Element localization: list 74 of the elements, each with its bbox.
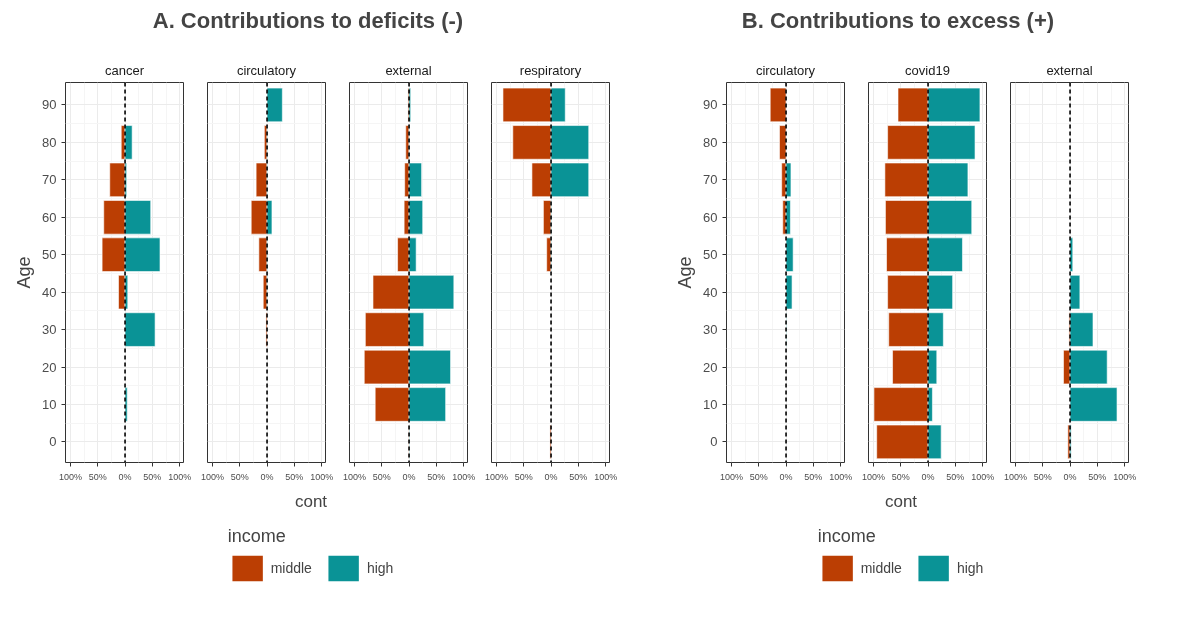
chart-title: covid19: [905, 62, 950, 78]
chart-title: circulatory: [755, 62, 816, 78]
x-tick-label: 0%: [260, 471, 274, 482]
y-tick-label: 60: [42, 209, 57, 225]
x-tick-label: 100%: [200, 471, 224, 482]
x-tick-label: 50%: [804, 471, 823, 482]
x-tick-label: 0%: [921, 471, 935, 482]
x-tick-label: 50%: [143, 471, 162, 482]
y-tick-label: 10: [703, 396, 718, 412]
x-tick-label: 100%: [861, 471, 885, 482]
x-tick-label: 50%: [749, 471, 768, 482]
chart-title: external: [1046, 62, 1093, 78]
legend-title: income: [227, 525, 287, 547]
y-tick-label: 0: [49, 434, 57, 450]
chart-title: cancer: [104, 62, 145, 78]
chart-title: external: [385, 62, 432, 78]
x-tick-label: 50%: [891, 471, 910, 482]
y-tick-label: 60: [703, 209, 718, 225]
text: B. Contributions to excess (+): [741, 7, 1055, 33]
x-tick-label: 0%: [779, 471, 793, 482]
x-tick-label: 50%: [1033, 471, 1052, 482]
x-tick-label: 50%: [230, 471, 249, 482]
x-tick-label: 100%: [484, 471, 508, 482]
x-tick-label: 50%: [1088, 471, 1107, 482]
chart-title: circulatory: [236, 62, 297, 78]
x-tick-label: 100%: [452, 471, 476, 482]
x-tick-label: 100%: [594, 471, 618, 482]
legend-label: middle: [860, 559, 902, 576]
x-tick-label: 0%: [402, 471, 416, 482]
y-axis-title: Age: [14, 256, 35, 289]
legend-label: middle: [270, 559, 312, 576]
y-tick-label: 80: [703, 134, 718, 150]
y-tick-label: 0: [710, 434, 718, 450]
y-tick-label: 40: [42, 284, 57, 300]
y-tick-label: 30: [42, 322, 57, 338]
y-tick-label: 40: [703, 284, 718, 300]
legend-label: high: [366, 559, 394, 576]
x-tick-label: 100%: [168, 471, 192, 482]
x-tick-label: 100%: [342, 471, 366, 482]
y-tick-label: 50: [703, 247, 718, 263]
x-tick-label: 50%: [372, 471, 391, 482]
x-tick-label: 100%: [971, 471, 995, 482]
y-tick-label: 70: [42, 172, 57, 188]
y-tick-label: 50: [42, 247, 57, 263]
y-tick-label: 80: [42, 134, 57, 150]
y-tick-label: 10: [42, 396, 57, 412]
y-tick-label: 20: [703, 359, 718, 375]
x-tick-label: 0%: [118, 471, 132, 482]
y-tick-label: 90: [703, 97, 718, 113]
x-axis-title: cont: [294, 491, 328, 511]
x-tick-label: 50%: [514, 471, 533, 482]
chart-title: respiratory: [519, 62, 582, 78]
x-tick-label: 100%: [1113, 471, 1137, 482]
x-tick-label: 100%: [58, 471, 82, 482]
legend-label: high: [956, 559, 984, 576]
y-tick-label: 30: [703, 322, 718, 338]
x-tick-label: 100%: [719, 471, 743, 482]
x-tick-label: 50%: [88, 471, 107, 482]
y-tick-label: 90: [42, 97, 57, 113]
x-tick-label: 0%: [544, 471, 558, 482]
text: A. Contributions to deficits (-): [152, 7, 464, 33]
x-tick-label: 50%: [285, 471, 304, 482]
x-tick-label: 100%: [310, 471, 334, 482]
x-tick-label: 100%: [829, 471, 853, 482]
x-tick-label: 50%: [427, 471, 446, 482]
x-tick-label: 50%: [569, 471, 588, 482]
x-axis-title: cont: [884, 491, 918, 511]
y-tick-label: 20: [42, 359, 57, 375]
x-tick-label: 0%: [1063, 471, 1077, 482]
legend-title: income: [817, 525, 877, 547]
y-tick-label: 70: [703, 172, 718, 188]
x-tick-label: 50%: [946, 471, 965, 482]
y-axis-title: Age: [675, 256, 696, 289]
x-tick-label: 100%: [1003, 471, 1027, 482]
